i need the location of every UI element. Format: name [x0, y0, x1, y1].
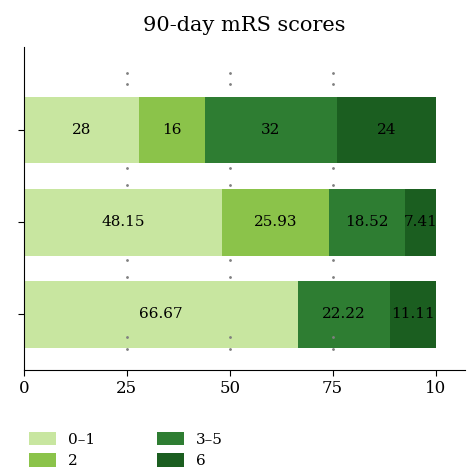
- Text: 16: 16: [162, 123, 182, 137]
- Text: 18.52: 18.52: [345, 215, 389, 229]
- Bar: [139, 97, 205, 164]
- Bar: [222, 189, 329, 255]
- Title: 90-day mRS scores: 90-day mRS scores: [143, 16, 346, 35]
- Text: 7.41: 7.41: [403, 215, 438, 229]
- Text: 25.93: 25.93: [254, 215, 297, 229]
- Text: 22.22: 22.22: [322, 308, 366, 321]
- Bar: [24, 189, 222, 255]
- Text: 66.67: 66.67: [139, 308, 183, 321]
- Text: 48.15: 48.15: [101, 215, 145, 229]
- Bar: [298, 281, 390, 347]
- Bar: [24, 281, 298, 347]
- Bar: [337, 97, 436, 164]
- Text: 24: 24: [376, 123, 396, 137]
- Legend: 0–1, 2, 3–5, 6: 0–1, 2, 3–5, 6: [23, 426, 229, 474]
- Bar: [329, 189, 405, 255]
- Bar: [390, 281, 436, 347]
- Text: 11.11: 11.11: [391, 308, 435, 321]
- Bar: [205, 97, 337, 164]
- Bar: [24, 97, 139, 164]
- Text: 28: 28: [72, 123, 91, 137]
- Text: 32: 32: [261, 123, 281, 137]
- Bar: [405, 189, 436, 255]
